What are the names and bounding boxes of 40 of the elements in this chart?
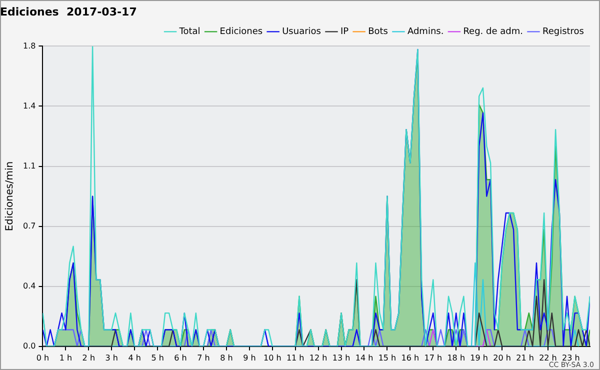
legend-label: Usuarios [282,27,322,38]
x-tick-label: 15 h [378,353,396,362]
y-tick-label: 0.7 [22,221,36,230]
x-tick-label: 9 h [243,353,256,362]
x-tick-label: 22 h [539,353,557,362]
y-tick-label: 1.4 [22,101,36,110]
chart-title: Ediciones 2017-03-17 [0,5,137,18]
x-tick-label: 17 h [424,353,442,362]
x-tick-label: 4 h [128,353,141,362]
x-tick-label: 5 h [151,353,164,362]
x-tick-label: 20 h [493,353,511,362]
x-tick-label: 21 h [516,353,534,362]
x-tick-label: 6 h [174,353,187,362]
x-tick-label: 16 h [401,353,420,362]
legend-label: Total [178,27,200,38]
legend-label: Registros [542,27,584,38]
legend-label: IP [340,27,350,38]
x-tick-label: 7 h [197,353,210,362]
x-tick-label: 0 h [36,353,50,362]
x-tick-label: 13 h [332,353,350,362]
x-tick-label: 10 h [263,353,282,362]
legend-label: Ediciones [220,27,263,38]
x-tick-label: 19 h [470,353,488,362]
x-tick-label: 1 h [59,353,72,362]
x-tick-label: 11 h [286,353,304,362]
legend-label: Admins. [407,27,444,38]
x-tick-label: 3 h [105,353,118,362]
y-tick-label: 0.4 [22,281,36,290]
y-axis-title: Ediciones/min [4,161,16,232]
x-tick-label: 8 h [220,353,233,362]
legend-label: Reg. de adm. [463,27,523,38]
y-tick-label: 0.0 [22,341,36,350]
x-tick-label: 12 h [309,353,328,362]
y-tick-label: 1.8 [22,41,36,50]
x-tick-label: 23 h [562,353,580,362]
x-tick-label: 2 h [82,353,96,362]
legend-label: Bots [368,27,388,38]
x-tick-label: 18 h [447,353,466,362]
y-tick-label: 1.1 [22,161,36,170]
x-tick-label: 14 h [355,353,374,362]
